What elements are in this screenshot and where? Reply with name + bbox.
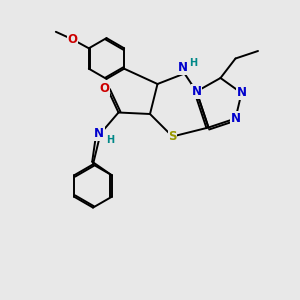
Text: N: N	[236, 86, 247, 100]
Text: N: N	[178, 61, 188, 74]
Text: O: O	[67, 33, 77, 46]
Text: H: H	[106, 135, 115, 145]
Text: N: N	[230, 112, 241, 125]
Text: N: N	[94, 127, 104, 140]
Text: O: O	[99, 82, 110, 95]
Text: N: N	[191, 85, 202, 98]
Text: H: H	[189, 58, 197, 68]
Text: S: S	[168, 130, 177, 143]
